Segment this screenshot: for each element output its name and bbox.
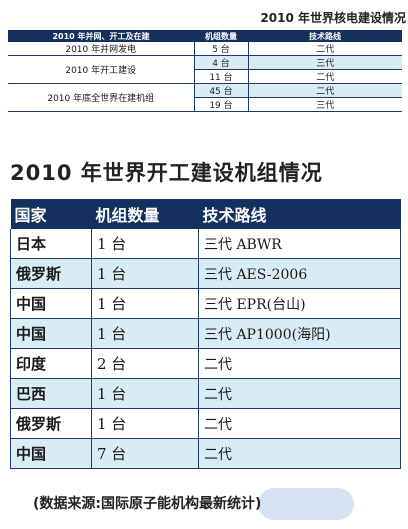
main-table-cell-route: 三代 EPR(台山) [198,288,401,319]
main-table-title: 2010 年世界开工建设机组情况 [10,161,323,185]
main-table-cell-country: 俄罗斯 [10,408,92,439]
main-table-header-country: 国家 [10,199,92,229]
main-table-cell-count: 1 台 [91,378,199,409]
main-table-cell-route: 二代 [198,378,401,409]
top-table-cell-route: 三代 [248,97,402,112]
main-table-row: 巴西 1 台 二代 [10,378,401,409]
main-table-cell-country: 中国 [10,318,92,349]
top-table-cell-route: 二代 [248,83,402,98]
top-table-header-route: 技术路线 [248,30,402,42]
main-table-header-row: 国家 机组数量 技术路线 [10,199,401,229]
top-table-cell-item: 2010 年开工建设 [8,55,195,84]
top-table-cell-count: 4 台 [194,55,249,70]
main-table-cell-country: 中国 [10,438,92,469]
main-table-cell-country: 日本 [10,229,92,259]
main-table-row: 印度 2 台 二代 [10,348,401,379]
top-table-cell-count: 45 台 [194,83,249,98]
main-table-cell-route: 三代 AES-2006 [198,258,401,289]
main-table-cell-country: 巴西 [10,378,92,409]
main-table-header-route: 技术路线 [198,199,401,229]
top-table-row: 2010 年开工建设 4 台 三代 [8,55,402,84]
main-table: 国家 机组数量 技术路线 日本 1 台 三代 ABWR 俄罗斯 1 台 三代 A… [10,199,401,469]
top-table: 2010 年并网、开工及在建 机组数量 技术路线 2010 年并网发电 5 台 … [8,30,402,112]
main-table-cell-count: 1 台 [91,288,199,319]
top-table-cell-route: 二代 [248,42,402,56]
main-table-row: 俄罗斯 1 台 二代 [10,408,401,439]
main-table-cell-route: 二代 [198,408,401,439]
main-table-cell-route: 二代 [198,438,401,469]
top-table-header-row: 2010 年并网、开工及在建 机组数量 技术路线 [8,30,402,42]
main-table-cell-country: 俄罗斯 [10,258,92,289]
top-table-header-count: 机组数量 [194,30,248,42]
top-table-cell-route: 二代 [248,69,402,84]
main-table-row: 中国 1 台 三代 EPR(台山) [10,288,401,319]
top-table-cell-item: 2010 年并网发电 [8,42,195,56]
main-table-cell-country: 中国 [10,288,92,319]
top-table-header-item: 2010 年并网、开工及在建 [8,30,194,42]
top-table-title: 2010 年世界核电建设情况 [260,11,406,25]
main-table-cell-route: 二代 [198,348,401,379]
main-table-cell-count: 1 台 [91,408,199,439]
main-table-cell-count: 1 台 [91,258,199,289]
top-table-cell-count: 5 台 [194,42,249,56]
main-table-row: 中国 7 台 二代 [10,438,401,469]
top-table-row: 11 台 二代 [8,69,402,84]
main-table-row: 中国 1 台 三代 AP1000(海阳) [10,318,401,349]
source-note: (数据来源:国际原子能机构最新统计) [33,496,262,512]
main-table-cell-count: 2 台 [91,348,199,379]
main-table-cell-route: 三代 ABWR [198,229,401,259]
top-table-cell-item: 2010 年底全世界在建机组 [8,83,195,112]
main-table-row: 日本 1 台 三代 ABWR [10,229,401,259]
main-table-cell-count: 7 台 [91,438,199,469]
main-table-header-count: 机组数量 [91,199,199,229]
watermark-logo [258,488,354,520]
top-table-cell-count: 19 台 [194,97,249,112]
main-table-cell-route: 三代 AP1000(海阳) [198,318,401,349]
top-table-row: 2010 年并网发电 5 台 二代 [8,42,402,56]
main-table-cell-count: 1 台 [91,318,199,349]
top-table-cell-route: 三代 [248,55,402,70]
main-table-cell-country: 印度 [10,348,92,379]
top-table-cell-count: 11 台 [194,69,249,84]
top-table-row: 19 台 三代 [8,97,402,112]
top-table-row: 2010 年底全世界在建机组 45 台 二代 [8,83,402,112]
main-table-row: 俄罗斯 1 台 三代 AES-2006 [10,258,401,289]
main-table-cell-count: 1 台 [91,229,199,259]
